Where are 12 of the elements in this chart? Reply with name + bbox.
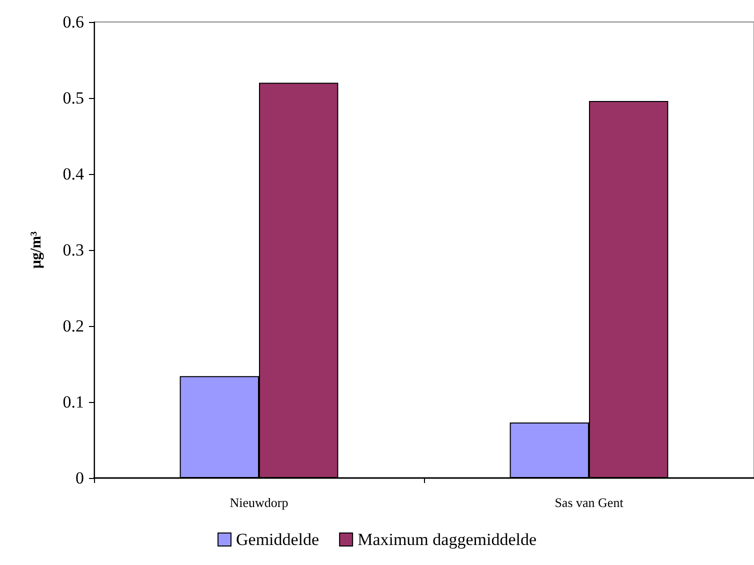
y-tick-label: 0.2	[62, 316, 84, 336]
y-axis-title: µg/m³	[28, 230, 44, 269]
legend-label: Gemiddelde	[236, 530, 320, 549]
legend-label: Maximum daggemiddelde	[358, 530, 537, 549]
y-tick-label: 0	[76, 468, 84, 488]
y-tick-label: 0.1	[62, 392, 84, 412]
y-tick-label: 0.4	[62, 164, 84, 184]
x-tick-label: Sas van Gent	[554, 495, 624, 510]
y-tick-label: 0.5	[62, 88, 84, 108]
y-tick-label: 0.3	[62, 240, 84, 260]
y-tick-label: 0.6	[62, 12, 84, 32]
x-tick-label: Nieuwdorp	[230, 495, 288, 510]
